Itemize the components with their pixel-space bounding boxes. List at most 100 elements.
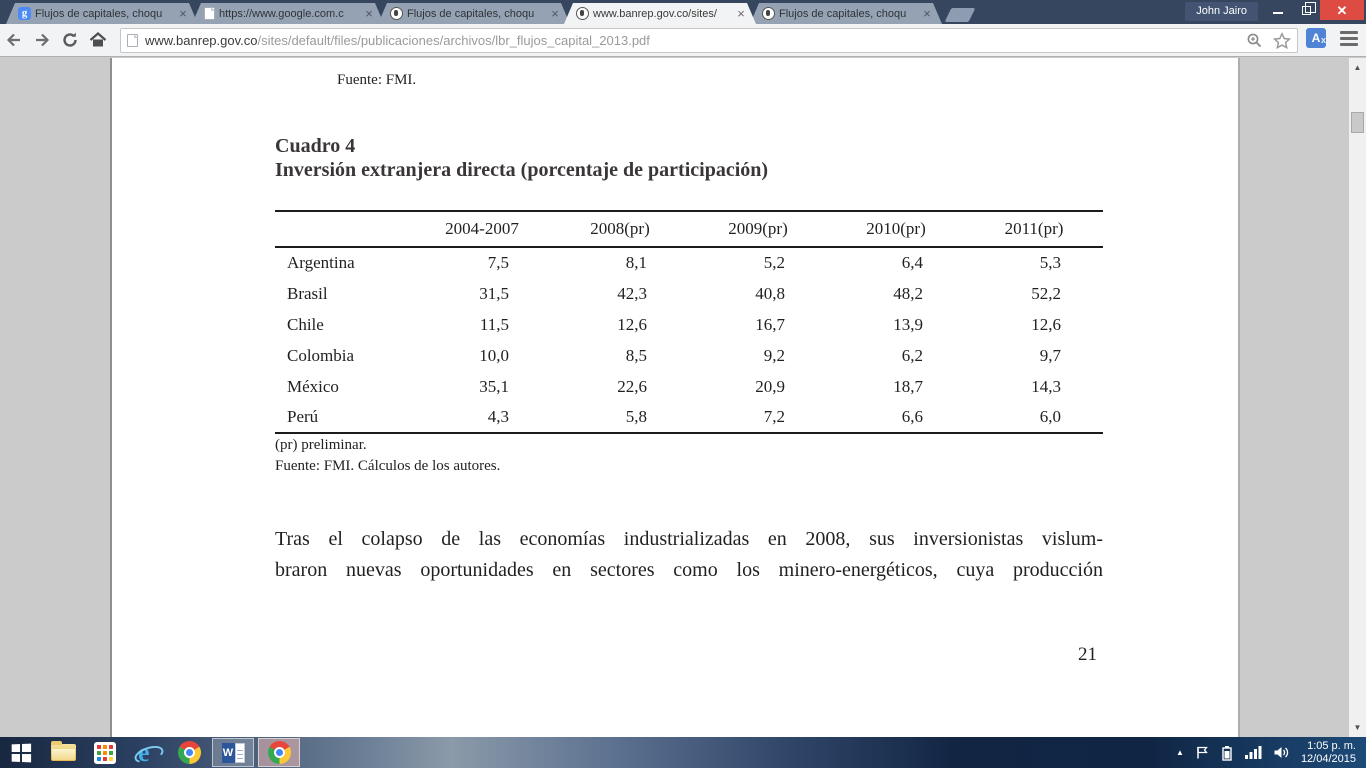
show-hidden-icons-button[interactable]: ▲ bbox=[1176, 748, 1184, 757]
reload-button[interactable] bbox=[56, 26, 84, 54]
volume-icon[interactable] bbox=[1273, 745, 1290, 760]
internet-explorer-icon: e bbox=[135, 738, 159, 767]
scroll-down-button[interactable]: ▼ bbox=[1349, 720, 1366, 735]
column-header bbox=[275, 211, 413, 248]
taskbar-app-grid[interactable] bbox=[84, 737, 126, 768]
new-tab-button[interactable] bbox=[944, 8, 976, 22]
tab-1[interactable]: g Flujos de capitales, choqu × bbox=[6, 3, 198, 24]
taskbar-internet-explorer[interactable]: e bbox=[126, 737, 168, 768]
taskbar-clock[interactable]: 1:05 p. m. 12/04/2015 bbox=[1301, 740, 1356, 766]
tab-4[interactable]: www.banrep.gov.co/sites/ × bbox=[564, 3, 756, 24]
system-tray: ▲ 1:05 p. m. 12/04/2015 bbox=[1176, 740, 1366, 766]
zoom-icon[interactable] bbox=[1246, 32, 1263, 49]
table-cell: 42,3 bbox=[617, 283, 647, 303]
table-cell: 12,6 bbox=[617, 314, 647, 334]
taskbar-chrome[interactable] bbox=[168, 737, 210, 768]
app-grid-icon bbox=[94, 741, 116, 764]
scrollbar-thumb[interactable] bbox=[1351, 112, 1364, 133]
table-cell: 8,5 bbox=[625, 345, 647, 365]
profile-user-button[interactable]: John Jairo bbox=[1185, 2, 1258, 21]
column-header: 2011(pr) bbox=[965, 211, 1103, 248]
close-button[interactable]: ✕ bbox=[1320, 0, 1364, 20]
taskbar-word-running[interactable]: W bbox=[212, 738, 254, 767]
vertical-scrollbar[interactable]: ▲ ▼ bbox=[1349, 58, 1366, 737]
tab-title: www.banrep.gov.co/sites/ bbox=[593, 7, 717, 20]
table-row: México 35,1 22,6 20,9 18,7 14,3 bbox=[275, 371, 1103, 402]
tab-close-icon[interactable]: × bbox=[179, 5, 187, 21]
table-cell: 6,4 bbox=[901, 253, 923, 272]
banrep-favicon-icon bbox=[390, 7, 403, 20]
folder-icon bbox=[50, 741, 76, 761]
action-center-flag-icon[interactable] bbox=[1195, 745, 1210, 760]
url-path: /sites/default/files/publicaciones/archi… bbox=[257, 33, 650, 48]
windows-logo-icon bbox=[11, 743, 32, 762]
clock-time: 1:05 p. m. bbox=[1307, 739, 1356, 752]
bookmark-star-icon[interactable] bbox=[1273, 31, 1291, 50]
tab-3[interactable]: Flujos de capitales, choqu × bbox=[378, 3, 570, 24]
source-note-top: Fuente: FMI. bbox=[337, 72, 417, 88]
table-cell: 52,2 bbox=[1031, 283, 1061, 303]
tab-close-icon[interactable]: × bbox=[923, 5, 931, 21]
minimize-button[interactable] bbox=[1264, 0, 1292, 20]
url-text[interactable]: www.banrep.gov.co/sites/default/files/pu… bbox=[145, 33, 1246, 48]
forward-arrow-icon bbox=[36, 33, 50, 47]
table-cell: 6,6 bbox=[901, 407, 923, 426]
page-favicon-icon bbox=[127, 34, 138, 47]
chrome-icon bbox=[177, 741, 201, 764]
tab-close-icon[interactable]: × bbox=[737, 5, 745, 21]
chrome-menu-icon[interactable] bbox=[1340, 30, 1358, 46]
tab-strip: g Flujos de capitales, choqu × https://www.… bbox=[6, 3, 976, 24]
minimize-icon bbox=[1273, 12, 1283, 14]
banrep-favicon-icon bbox=[576, 7, 589, 20]
table-row: Brasil 31,5 42,3 40,8 48,2 52,2 bbox=[275, 278, 1103, 309]
close-icon: ✕ bbox=[1336, 2, 1348, 18]
column-header: 2009(pr) bbox=[689, 211, 827, 248]
taskbar-file-explorer[interactable] bbox=[42, 737, 84, 768]
table-title: Inversión extranjera directa (porcentaje… bbox=[275, 159, 769, 181]
page-number: 21 bbox=[1078, 644, 1097, 665]
forward-button[interactable] bbox=[28, 26, 56, 54]
pdf-viewer: Fuente: FMI. Cuadro 4 Inversión extranje… bbox=[0, 58, 1366, 737]
body-paragraph: Tras el colapso de las economías industr… bbox=[275, 524, 1103, 586]
table-cell: 14,3 bbox=[1031, 376, 1061, 396]
home-button[interactable] bbox=[84, 26, 112, 54]
taskbar-chrome-active[interactable] bbox=[258, 738, 300, 767]
tab-5[interactable]: Flujos de capitales, choqu × bbox=[750, 3, 942, 24]
table-cell: 35,1 bbox=[479, 376, 509, 396]
table-cell: 48,2 bbox=[893, 283, 923, 303]
scroll-up-button[interactable]: ▲ bbox=[1349, 60, 1366, 75]
table-cell: 5,8 bbox=[625, 407, 647, 426]
footnote-source: Fuente: FMI. Cálculos de los autores. bbox=[275, 458, 501, 474]
table-cell: 16,7 bbox=[755, 314, 785, 334]
reload-icon bbox=[63, 32, 77, 47]
tab-close-icon[interactable]: × bbox=[551, 5, 559, 21]
start-button[interactable] bbox=[0, 737, 42, 768]
home-icon bbox=[89, 32, 107, 47]
table-cell: 4,3 bbox=[487, 407, 509, 426]
table-label: Cuadro 4 bbox=[275, 135, 356, 157]
table-cell: 12,6 bbox=[1031, 314, 1061, 334]
paragraph-line-2: braron nuevas oportunidades en sectores … bbox=[275, 559, 1103, 581]
tab-2[interactable]: https://www.google.com.c × bbox=[192, 3, 384, 24]
battery-icon[interactable] bbox=[1221, 745, 1233, 761]
restore-button[interactable] bbox=[1292, 0, 1320, 20]
scroll-up-icon: ▲ bbox=[1353, 62, 1362, 72]
network-signal-icon[interactable] bbox=[1244, 745, 1262, 760]
windows-taskbar: e W ▲ 1:05 p. m. 12/04/2015 bbox=[0, 737, 1366, 768]
table-heading: Cuadro 4 Inversión extranjera directa (p… bbox=[275, 134, 768, 182]
google-favicon-icon: g bbox=[18, 7, 31, 20]
scroll-down-icon: ▼ bbox=[1353, 722, 1362, 732]
banrep-favicon-icon bbox=[762, 7, 775, 20]
table-row: Perú 4,3 5,8 7,2 6,6 6,0 bbox=[275, 402, 1103, 433]
pdf-page: Fuente: FMI. Cuadro 4 Inversión extranje… bbox=[110, 58, 1240, 737]
table-cell: 9,7 bbox=[1039, 345, 1061, 365]
back-button[interactable] bbox=[0, 26, 28, 54]
table-cell: 31,5 bbox=[479, 283, 509, 303]
url-host: www.banrep.gov.co bbox=[145, 33, 258, 48]
address-bar[interactable]: www.banrep.gov.co/sites/default/files/pu… bbox=[120, 28, 1298, 53]
table-cell: 18,7 bbox=[893, 376, 923, 396]
back-arrow-icon bbox=[6, 33, 20, 47]
tab-close-icon[interactable]: × bbox=[365, 5, 373, 21]
